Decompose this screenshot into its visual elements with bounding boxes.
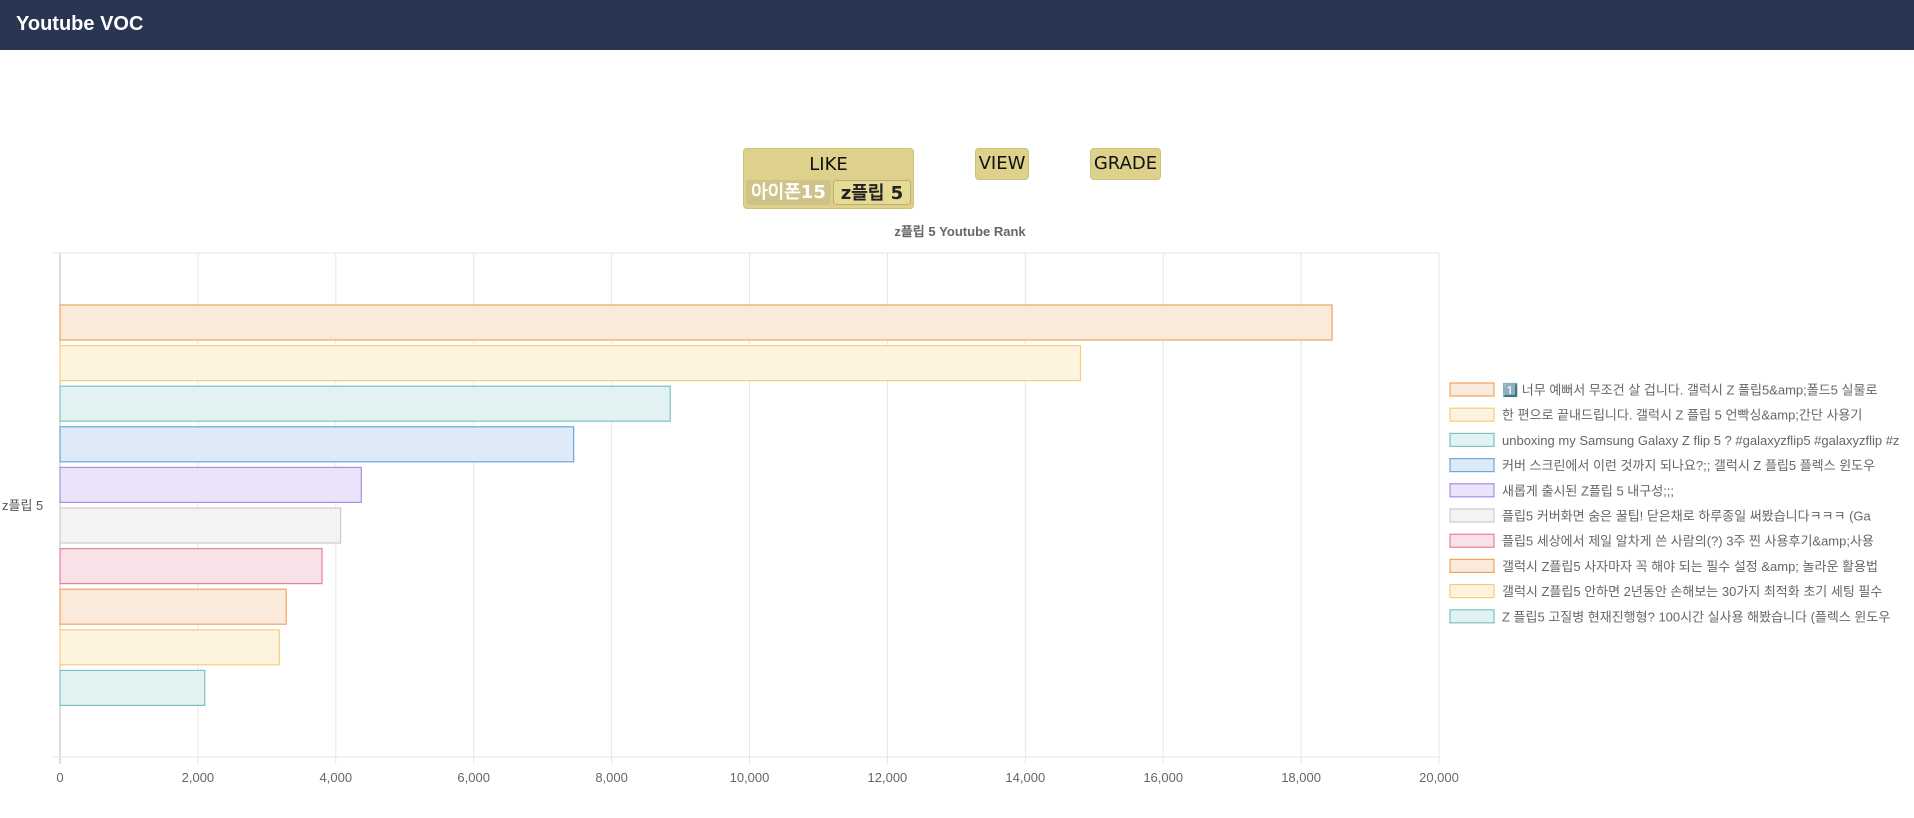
bar xyxy=(59,304,1333,341)
like-label: LIKE xyxy=(809,154,848,175)
bar xyxy=(59,629,280,666)
legend-swatch xyxy=(1449,432,1495,447)
bar xyxy=(59,547,323,585)
legend-swatch xyxy=(1449,533,1495,548)
x-axis-ticks: 0 2,000 4,000 6,000 8,000 10,000 12,000 14,000 1… xyxy=(56,770,1459,785)
legend-swatch xyxy=(1449,382,1495,397)
x-tick-label: 10,000 xyxy=(730,770,770,785)
legend-label[interactable]: 한 편으로 끝내드립니다. 갤럭시 Z 플립 5 언빡싱&amp;간단 사용기 xyxy=(1502,408,1862,423)
x-tick-label: 14,000 xyxy=(1005,770,1045,785)
x-tick-label: 6,000 xyxy=(457,770,490,785)
legend-label[interactable]: unboxing my Samsung Galaxy Z flip 5 ? #g… xyxy=(1502,433,1899,448)
legend-swatch xyxy=(1449,583,1495,599)
legend-label[interactable]: 갤럭시 Z플립5 안하면 2년동안 손해보는 30가지 최적화 초기 세팅 필수 xyxy=(1502,584,1882,599)
view-metric-button[interactable]: VIEW xyxy=(975,148,1029,180)
grade-metric-button[interactable]: GRADE xyxy=(1090,148,1161,180)
bar xyxy=(59,345,1082,382)
bar xyxy=(59,507,342,544)
legend-swatch xyxy=(1449,508,1495,523)
like-metric-button[interactable]: LIKE 아이폰15 z플립 5 xyxy=(743,148,914,209)
legend-label[interactable]: Z 플립5 고질병 현재진행형? 100시간 실사용 해봤습니다 (플렉스 윈도… xyxy=(1502,609,1890,624)
y-category-label: z플립 5 xyxy=(2,498,43,513)
legend-label[interactable]: 플립5 커버화면 숨은 꿀팁! 닫은채로 하루종일 써봤습니다ㅋㅋㅋ (Ga xyxy=(1502,509,1872,524)
bar xyxy=(59,385,671,422)
legend-label[interactable]: 플립5 세상에서 제일 알차게 쓴 사람의(?) 3주 찐 사용후기&amp;사… xyxy=(1502,534,1874,549)
legend-swatch xyxy=(1449,407,1495,422)
bar xyxy=(59,466,362,503)
zflip5-filter-button[interactable]: z플립 5 xyxy=(833,180,911,205)
legend-label[interactable]: 커버 스크린에서 이런 것까지 되나요?;; 갤럭시 Z 플립5 플렉스 윈도우 xyxy=(1502,458,1875,473)
chart-title: z플립 5 Youtube Rank xyxy=(894,224,1026,239)
legend-swatch xyxy=(1449,458,1495,473)
legend-label[interactable]: 새롭게 출시된 Z플립 5 내구성;;; xyxy=(1502,483,1674,498)
legend-swatch xyxy=(1449,483,1495,498)
x-tick-label: 2,000 xyxy=(182,770,215,785)
x-tick-label: 0 xyxy=(56,770,63,785)
x-tick-label: 8,000 xyxy=(595,770,628,785)
bar xyxy=(59,588,287,625)
legend-swatch xyxy=(1449,558,1495,574)
x-tick-label: 16,000 xyxy=(1143,770,1183,785)
y-axis-categories: z플립 5 xyxy=(2,498,43,513)
legend-label[interactable]: 갤럭시 Z플립5 사자마자 꼭 해야 되는 필수 설정 &amp; 놀라운 활용… xyxy=(1502,559,1878,574)
bar xyxy=(59,669,206,707)
top-navbar: Youtube VOC xyxy=(0,0,1914,50)
x-tick-label: 20,000 xyxy=(1419,770,1459,785)
x-tick-label: 18,000 xyxy=(1281,770,1321,785)
chart-legend: 1️⃣ 너무 예뻐서 무조건 살 겁니다. 갤럭시 Z 플립5&amp;폴드5 … xyxy=(1449,382,1899,624)
legend-swatch xyxy=(1449,609,1495,624)
x-tick-label: 12,000 xyxy=(868,770,908,785)
iphone15-filter-button[interactable]: 아이폰15 xyxy=(746,180,831,205)
legend-label[interactable]: 1️⃣ 너무 예뻐서 무조건 살 겁니다. 갤럭시 Z 플립5&amp;폴드5 … xyxy=(1502,383,1877,398)
chart-bars xyxy=(59,304,1333,707)
bar xyxy=(59,426,575,463)
x-tick-label: 4,000 xyxy=(320,770,353,785)
app-title: Youtube VOC xyxy=(16,13,144,35)
